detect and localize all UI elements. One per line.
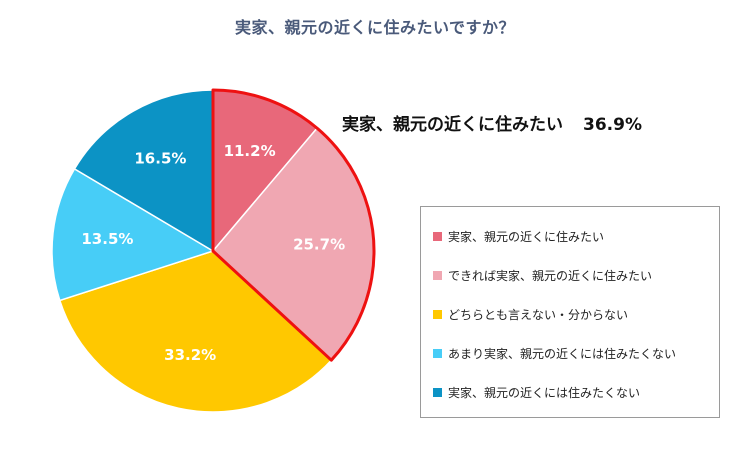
legend-item-4: あまり実家、親元の近くには住みたくない (433, 334, 719, 373)
slice-value-label-5: 16.5% (134, 150, 186, 168)
legend-label: 実家、親元の近くに住みたい (448, 230, 605, 244)
legend-label: できれば実家、親元の近くに住みたい (448, 269, 653, 283)
legend-label: あまり実家、親元の近くには住みたくない (448, 347, 677, 361)
pie-slice-5 (73, 89, 214, 253)
legend-swatch (433, 310, 442, 319)
chart-title: 実家、親元の近くに住みたいですか？ (234, 18, 516, 37)
legend-item-5: 実家、親元の近くには住みたくない (433, 373, 719, 412)
legend-label: 実家、親元の近くには住みたくない (448, 386, 641, 400)
highlight-outline (211, 88, 376, 362)
highlight-callout-value: 36.9% (583, 115, 642, 135)
pie-slice-3 (58, 250, 333, 413)
legend-swatch (433, 349, 442, 358)
legend-swatch (433, 388, 442, 397)
highlight-callout: 実家、親元の近くに住みたい 36.9% (342, 110, 642, 135)
legend-swatch (433, 271, 442, 280)
slice-value-label-1: 11.2% (224, 142, 276, 160)
legend-item-2: できれば実家、親元の近くに住みたい (433, 256, 719, 295)
slice-value-label-3: 33.2% (164, 346, 216, 364)
legend-swatch (433, 232, 442, 241)
legend-item-3: どちらとも言えない・分からない (433, 295, 719, 334)
slice-value-label-2: 25.7% (293, 236, 345, 254)
legend-item-1: 実家、親元の近くに住みたい (433, 217, 719, 256)
slice-value-label-4: 13.5% (81, 230, 133, 248)
pie-slice-4 (51, 167, 215, 302)
highlight-callout-label: 実家、親元の近くに住みたい (342, 115, 563, 135)
legend-label: どちらとも言えない・分からない (448, 308, 629, 322)
legend: 実家、親元の近くに住みたいできれば実家、親元の近くに住みたい どちらとも言えない・… (420, 206, 720, 418)
